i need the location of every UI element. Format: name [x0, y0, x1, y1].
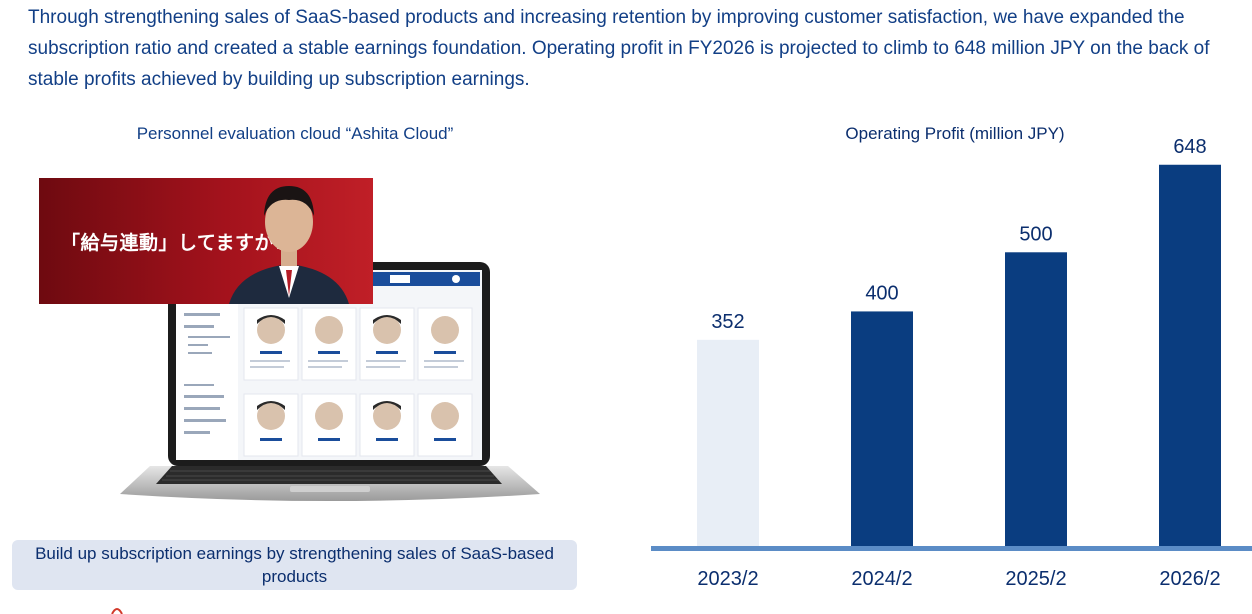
spokesperson-image [229, 186, 349, 304]
bar-2024/2 [851, 311, 913, 548]
advertisement-banner: 「給与連動」してますか? [39, 178, 373, 304]
data-label-2024/2: 400 [865, 282, 898, 304]
data-label-2023/2: 352 [711, 311, 744, 333]
data-label-2026/2: 648 [1173, 136, 1206, 158]
x-tick-label-2023/2: 2023/2 [697, 568, 758, 590]
ad-tagline: 「給与連動」してますか? [61, 232, 286, 254]
caption-box: Build up subscription earnings by streng… [12, 540, 577, 590]
data-label-2025/2: 500 [1019, 223, 1052, 245]
logo-fragment-icon [111, 608, 123, 614]
x-tick-label-2024/2: 2024/2 [851, 568, 912, 590]
x-tick-label-2026/2: 2026/2 [1159, 568, 1220, 590]
product-title: Personnel evaluation cloud “Ashita Cloud… [136, 124, 454, 143]
bar-2023/2 [697, 339, 759, 548]
chart-title: Operating Profit (million JPY) [845, 124, 1065, 143]
bar-2025/2 [1005, 252, 1067, 549]
x-tick-label-2025/2: 2025/2 [1005, 568, 1066, 590]
caption-text: Build up subscription earnings by streng… [35, 544, 554, 586]
bar-2026/2 [1159, 164, 1221, 549]
x-axis-line [651, 546, 1252, 551]
intro-paragraph: Through strengthening sales of SaaS-base… [28, 7, 1210, 90]
